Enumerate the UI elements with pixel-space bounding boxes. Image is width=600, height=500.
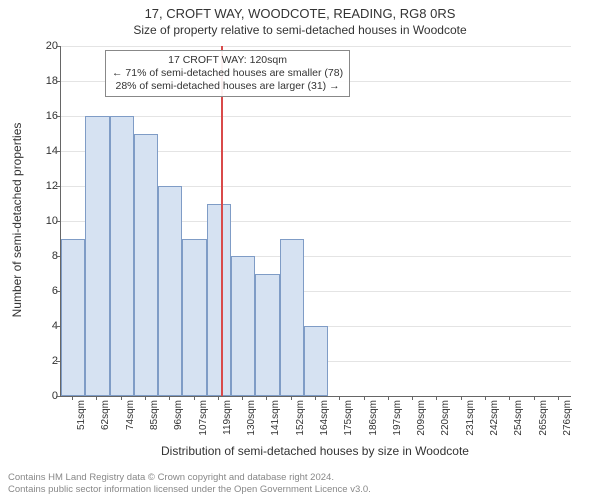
x-tick-mark — [339, 396, 340, 400]
x-tick-label: 254sqm — [513, 400, 524, 436]
x-tick-label: 186sqm — [368, 400, 379, 436]
x-tick-label: 107sqm — [198, 400, 209, 436]
x-tick-mark — [534, 396, 535, 400]
gridline — [61, 46, 571, 47]
x-tick-mark — [121, 396, 122, 400]
x-tick-label: 62sqm — [100, 400, 111, 430]
x-tick-label: 220sqm — [440, 400, 451, 436]
x-tick-mark — [315, 396, 316, 400]
chart-title: 17, CROFT WAY, WOODCOTE, READING, RG8 0R… — [0, 0, 600, 21]
x-tick-label: 265sqm — [538, 400, 549, 436]
chart-container: 17, CROFT WAY, WOODCOTE, READING, RG8 0R… — [0, 0, 600, 500]
annot-line-1: 17 CROFT WAY: 120sqm — [112, 54, 343, 67]
x-tick-label: 152sqm — [295, 400, 306, 436]
x-tick-label: 96sqm — [173, 400, 184, 430]
gridline — [61, 116, 571, 117]
x-tick-label: 74sqm — [125, 400, 136, 430]
annot-line-2: ← 71% of semi-detached houses are smalle… — [112, 67, 343, 80]
x-tick-mark — [558, 396, 559, 400]
x-tick-mark — [96, 396, 97, 400]
histogram-bar — [255, 274, 279, 397]
histogram-bar — [85, 116, 109, 396]
annotation-box: 17 CROFT WAY: 120sqm← 71% of semi-detach… — [105, 50, 350, 97]
x-tick-mark — [145, 396, 146, 400]
x-tick-mark — [72, 396, 73, 400]
x-tick-label: 130sqm — [246, 400, 257, 436]
histogram-bar — [207, 204, 231, 397]
plot-area: 17 CROFT WAY: 120sqm← 71% of semi-detach… — [60, 46, 571, 397]
x-tick-label: 164sqm — [319, 400, 330, 436]
histogram-bar — [304, 326, 328, 396]
x-tick-mark — [485, 396, 486, 400]
x-tick-mark — [266, 396, 267, 400]
footer-line-1: Contains HM Land Registry data © Crown c… — [8, 472, 371, 484]
annot-line-3: 28% of semi-detached houses are larger (… — [112, 80, 343, 93]
histogram-bar — [158, 186, 182, 396]
histogram-bar — [231, 256, 255, 396]
x-tick-label: 231sqm — [465, 400, 476, 436]
x-tick-label: 242sqm — [489, 400, 500, 436]
x-axis-label: Distribution of semi-detached houses by … — [60, 444, 570, 458]
x-tick-mark — [509, 396, 510, 400]
x-tick-label: 209sqm — [416, 400, 427, 436]
x-tick-label: 141sqm — [270, 400, 281, 436]
x-tick-mark — [194, 396, 195, 400]
x-tick-mark — [412, 396, 413, 400]
footer-attribution: Contains HM Land Registry data © Crown c… — [8, 472, 371, 496]
histogram-bar — [61, 239, 85, 397]
histogram-bar — [110, 116, 134, 396]
x-tick-mark — [364, 396, 365, 400]
x-tick-label: 175sqm — [343, 400, 354, 436]
x-tick-label: 51sqm — [76, 400, 87, 430]
x-tick-label: 197sqm — [392, 400, 403, 436]
histogram-bar — [134, 134, 158, 397]
footer-line-2: Contains public sector information licen… — [8, 484, 371, 496]
x-tick-label: 85sqm — [149, 400, 160, 430]
y-axis-label: Number of semi-detached properties — [10, 25, 24, 220]
x-tick-mark — [461, 396, 462, 400]
x-tick-mark — [169, 396, 170, 400]
reference-line — [221, 46, 223, 396]
x-tick-mark — [388, 396, 389, 400]
x-tick-mark — [436, 396, 437, 400]
histogram-bar — [182, 239, 206, 397]
chart-subtitle: Size of property relative to semi-detach… — [0, 21, 600, 37]
x-tick-mark — [242, 396, 243, 400]
x-tick-label: 276sqm — [562, 400, 573, 436]
x-tick-mark — [218, 396, 219, 400]
x-tick-mark — [291, 396, 292, 400]
x-tick-label: 119sqm — [222, 400, 233, 435]
histogram-bar — [280, 239, 304, 397]
